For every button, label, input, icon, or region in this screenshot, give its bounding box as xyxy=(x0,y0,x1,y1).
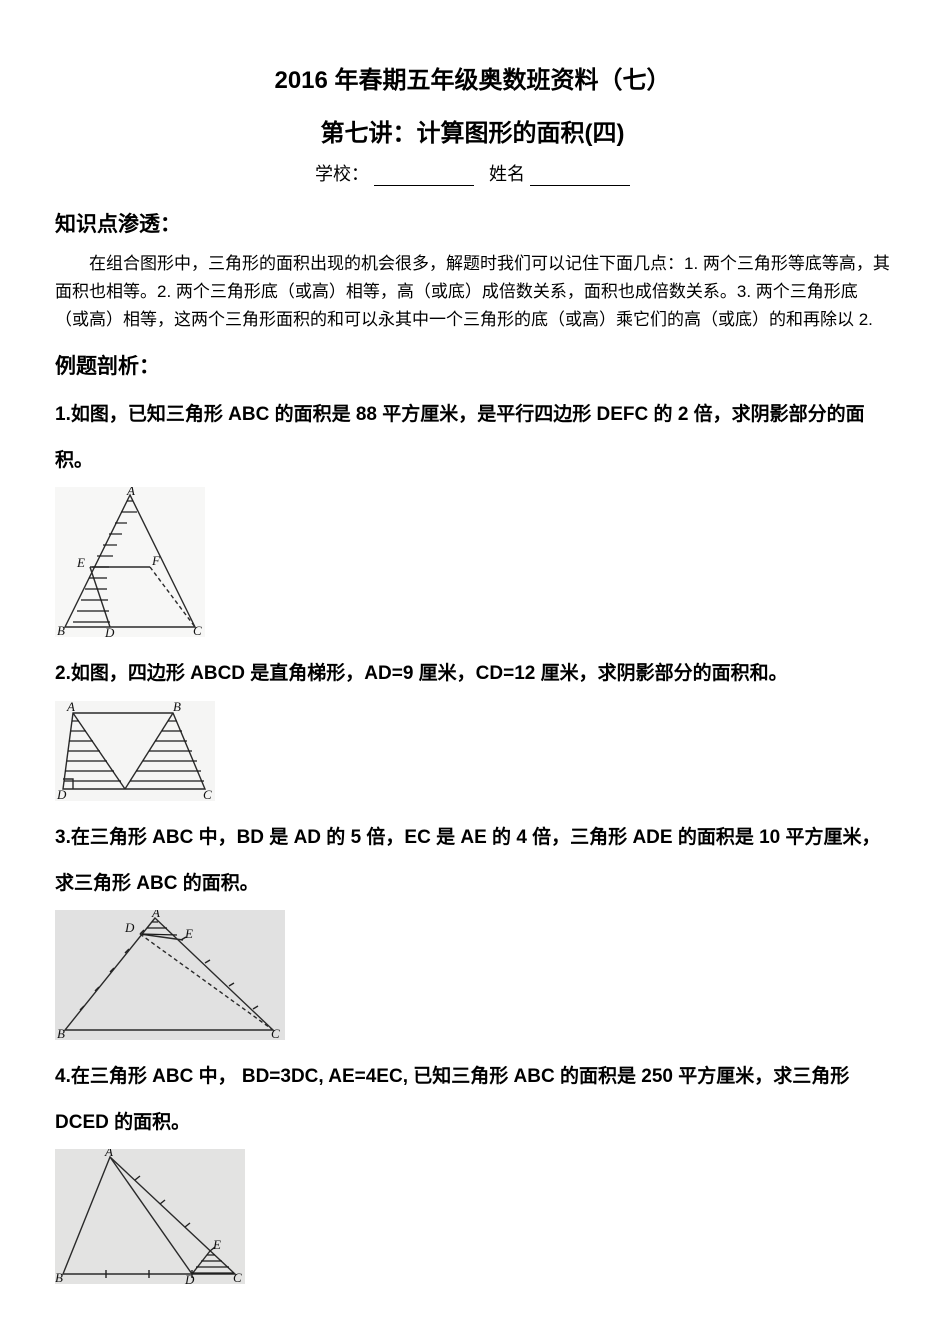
problem-4-text: 4.在三角形 ABC 中， BD=3DC, AE=4EC, 已知三角形 ABC … xyxy=(55,1054,890,1145)
fig3-label-B: B xyxy=(57,1026,65,1040)
name-label: 姓名 xyxy=(489,164,525,184)
problem-1-text: 1.如图，已知三角形 ABC 的面积是 88 平方厘米，是平行四边形 DEFC … xyxy=(55,392,890,483)
problem-3-text: 3.在三角形 ABC 中，BD 是 AD 的 5 倍，EC 是 AE 的 4 倍… xyxy=(55,815,890,906)
figure-1: A B C D E F xyxy=(55,487,890,637)
school-label: 学校： xyxy=(315,164,369,184)
section-knowledge-heading: 知识点渗透： xyxy=(55,208,890,238)
fig1-label-D: D xyxy=(104,625,115,637)
fig3-label-E: E xyxy=(184,926,193,941)
name-blank xyxy=(530,168,630,186)
fig2-label-A: A xyxy=(66,701,75,714)
school-name-line: 学校： 姓名 xyxy=(55,160,890,186)
fig1-label-A: A xyxy=(126,487,135,498)
fig4-label-D: D xyxy=(184,1272,195,1284)
fig4-label-B: B xyxy=(55,1270,63,1284)
fig3-label-A: A xyxy=(151,910,160,920)
fig2-label-B: B xyxy=(173,701,181,714)
doc-title-sub: 第七讲：计算图形的面积(四) xyxy=(55,113,890,148)
fig4-label-E: E xyxy=(212,1237,221,1252)
fig4-label-A: A xyxy=(104,1149,113,1159)
fig3-label-C: C xyxy=(271,1026,280,1040)
figure-4: A B C D E xyxy=(55,1149,890,1284)
figure-3: A B C D E xyxy=(55,910,890,1040)
problem-2-text: 2.如图，四边形 ABCD 是直角梯形，AD=9 厘米，CD=12 厘米，求阴影… xyxy=(55,651,890,697)
fig1-label-C: C xyxy=(193,623,202,637)
fig1-label-F: F xyxy=(151,553,161,568)
fig1-label-B: B xyxy=(57,623,65,637)
fig2-label-C: C xyxy=(203,787,212,801)
school-blank xyxy=(374,168,474,186)
intro-paragraph: 在组合图形中，三角形的面积出现的机会很多，解题时我们可以记住下面几点：1. 两个… xyxy=(55,250,890,334)
fig1-label-E: E xyxy=(76,555,85,570)
doc-title-main: 2016 年春期五年级奥数班资料（七） xyxy=(55,60,890,95)
fig4-label-C: C xyxy=(233,1270,242,1284)
figure-2: A B C D xyxy=(55,701,890,801)
fig2-label-D: D xyxy=(56,787,67,801)
fig3-label-D: D xyxy=(124,920,135,935)
section-examples-heading: 例题剖析： xyxy=(55,350,890,380)
